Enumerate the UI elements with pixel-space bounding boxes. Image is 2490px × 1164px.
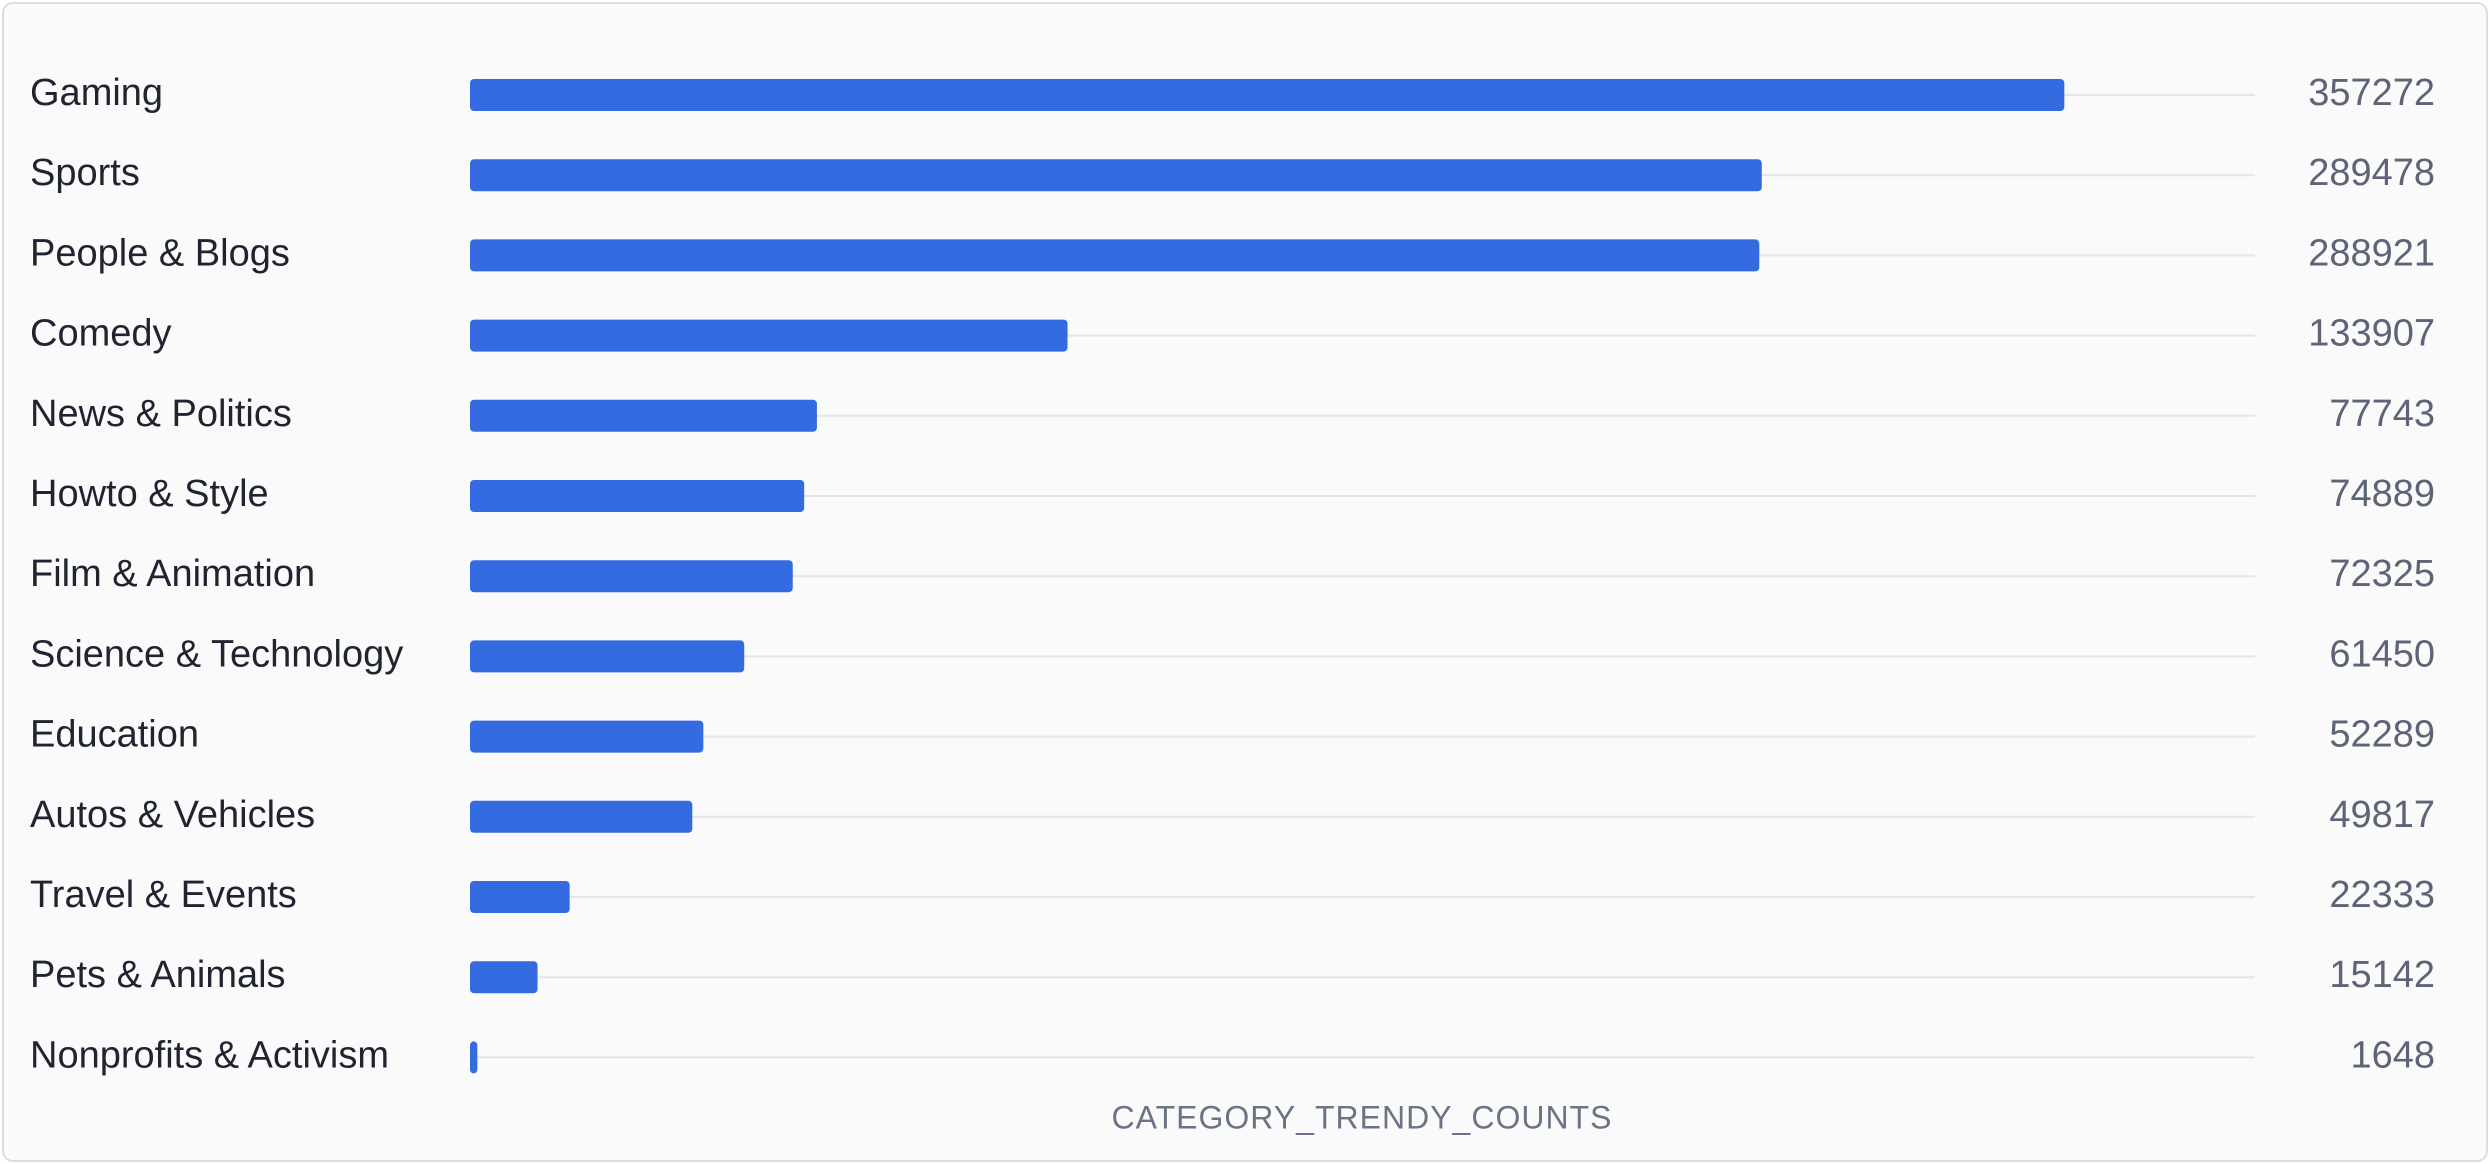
bar xyxy=(470,79,2065,111)
category-label: Comedy xyxy=(30,313,172,355)
value-label: 289478 xyxy=(2308,152,2435,194)
bar xyxy=(470,1041,478,1074)
bar xyxy=(470,560,793,593)
value-label: 74889 xyxy=(2329,473,2435,515)
value-label: 52289 xyxy=(2329,714,2435,756)
bar xyxy=(470,961,538,994)
category-label: Pets & Animals xyxy=(30,954,286,996)
value-label: 77743 xyxy=(2329,393,2435,435)
value-label: 133907 xyxy=(2308,313,2435,355)
category-label: Education xyxy=(30,714,199,756)
category-label: Nonprofits & Activism xyxy=(30,1034,389,1076)
category-label: Gaming xyxy=(30,72,163,114)
category-label: Sports xyxy=(30,152,140,194)
bar xyxy=(470,159,1762,192)
bar xyxy=(470,319,1068,352)
value-label: 357272 xyxy=(2308,72,2435,114)
category-label: Science & Technology xyxy=(30,633,403,675)
value-label: 15142 xyxy=(2329,954,2435,996)
value-label: 288921 xyxy=(2308,232,2435,274)
category-label: Howto & Style xyxy=(30,473,269,515)
bar xyxy=(470,480,805,512)
category-label: Travel & Events xyxy=(30,874,297,916)
bar xyxy=(470,881,570,913)
value-label: 49817 xyxy=(2329,794,2435,836)
bar xyxy=(470,800,693,833)
category-label: Autos & Vehicles xyxy=(30,794,315,836)
value-label: 22333 xyxy=(2329,874,2435,916)
value-label: 61450 xyxy=(2329,633,2435,675)
bar xyxy=(470,239,1760,272)
bar xyxy=(470,640,745,673)
category-label: People & Blogs xyxy=(30,232,290,274)
bar xyxy=(470,720,704,753)
category-label: News & Politics xyxy=(30,393,292,435)
category-label: Film & Animation xyxy=(30,553,315,595)
value-label: 1648 xyxy=(2350,1034,2435,1076)
x-axis-title: CATEGORY_TRENDY_COUNTS xyxy=(1112,1099,1613,1135)
bar xyxy=(470,399,817,432)
value-label: 72325 xyxy=(2329,553,2435,595)
